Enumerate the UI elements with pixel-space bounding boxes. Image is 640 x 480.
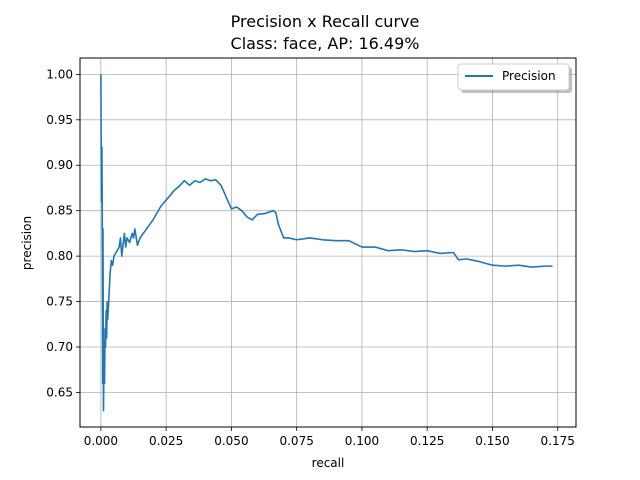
x-tick-label: 0.025 bbox=[149, 434, 183, 448]
x-tick-label: 0.150 bbox=[475, 434, 509, 448]
series-lines bbox=[100, 74, 553, 412]
x-axis-ticks: 0.000 0.025 0.050 0.075 0.100 0.125 0.150 0.175 bbox=[84, 427, 575, 448]
series-line-precision bbox=[100, 74, 553, 412]
legend-box bbox=[457, 63, 570, 91]
chart-subtitle: Class: face, AP: 16.49% bbox=[231, 34, 420, 53]
y-tick-label: 0.95 bbox=[46, 113, 73, 127]
chart-title: Precision x Recall curve bbox=[231, 12, 420, 31]
y-tick-label: 1.00 bbox=[46, 67, 73, 81]
legend: Precision bbox=[457, 63, 572, 93]
x-tick-label: 0.100 bbox=[345, 434, 379, 448]
x-axis-label: recall bbox=[312, 456, 345, 470]
grid-lines bbox=[80, 58, 576, 427]
x-tick-label: 0.050 bbox=[214, 434, 248, 448]
y-axis-label: precision bbox=[20, 216, 34, 270]
plot-frame bbox=[79, 57, 577, 428]
y-tick-label: 0.85 bbox=[46, 204, 73, 218]
x-tick-label: 0.125 bbox=[410, 434, 444, 448]
y-tick-label: 0.70 bbox=[46, 340, 73, 354]
x-tick-label: 0.075 bbox=[279, 434, 313, 448]
y-tick-label: 0.80 bbox=[46, 249, 73, 263]
x-tick-label: 0.175 bbox=[541, 434, 575, 448]
y-tick-label: 0.75 bbox=[46, 295, 73, 309]
y-tick-label: 0.65 bbox=[46, 385, 73, 399]
y-axis-ticks: 0.65 0.70 0.75 0.80 0.85 0.90 0.95 1.00 bbox=[46, 67, 80, 399]
y-tick-label: 0.90 bbox=[46, 158, 73, 172]
x-tick-label: 0.000 bbox=[84, 434, 118, 448]
legend-entry-label: Precision bbox=[502, 69, 556, 83]
